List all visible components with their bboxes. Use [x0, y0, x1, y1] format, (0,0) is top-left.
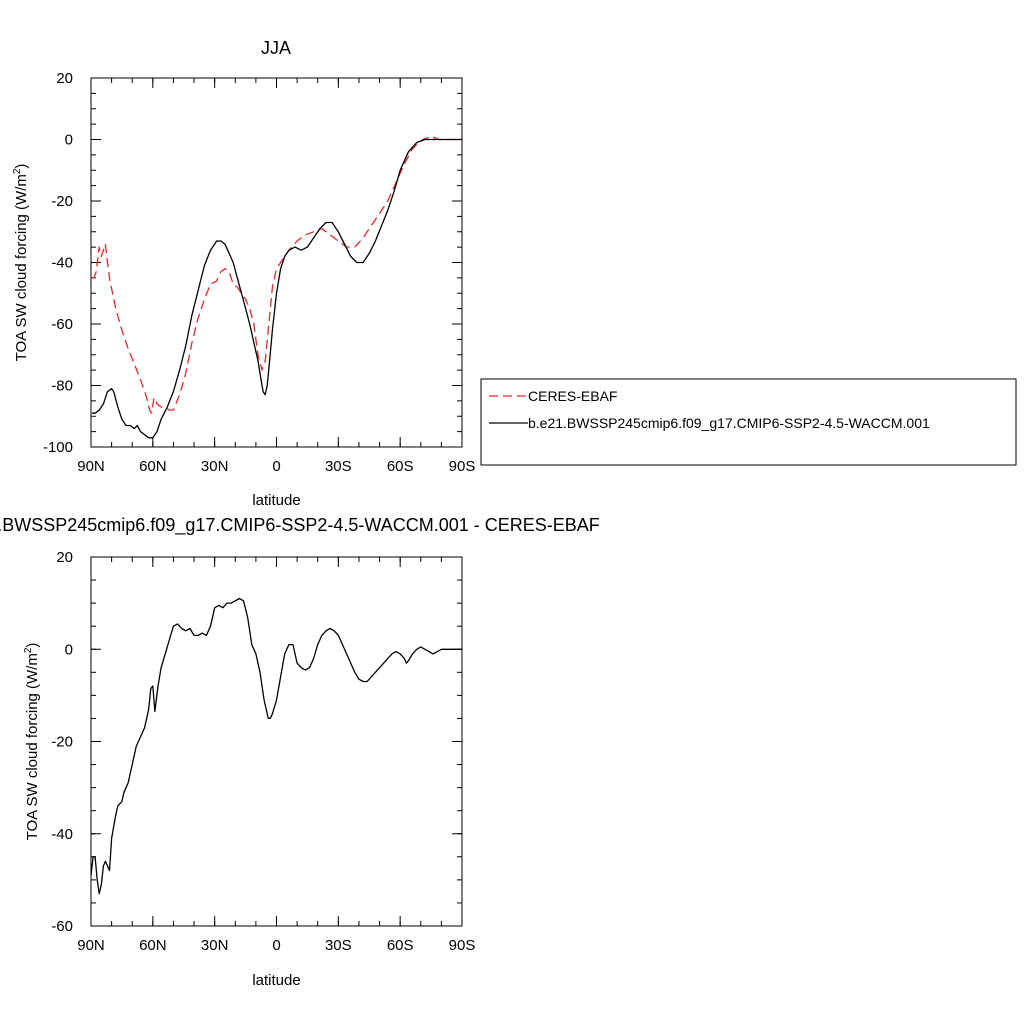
y-tick-label: -40 [51, 826, 73, 843]
y-tick-label: 20 [56, 549, 73, 566]
x-tick-label: 0 [272, 937, 280, 954]
y-tick-label: -20 [51, 734, 73, 751]
y-axis-title-main: TOA SW cloud forcing (W/m [13, 174, 30, 361]
x-tick-label: 90N [77, 937, 105, 954]
x-tick-label: 30S [325, 458, 352, 475]
y-tick-label: -20 [51, 193, 73, 210]
plot-frame [90, 77, 463, 448]
x-tick-label: 90N [77, 458, 105, 475]
y-axis-title: TOA SW cloud forcing (W/m2) [12, 164, 30, 362]
x-tick-label: 30S [325, 937, 352, 954]
chart-title: b.e21.BWSSP245cmip6.f09_g17.CMIP6-SSP2-4… [0, 515, 600, 536]
x-tick-label: 90S [449, 458, 476, 475]
legend-entry: b.e21.BWSSP245cmip6.f09_g17.CMIP6-SSP2-4… [528, 415, 930, 431]
x-tick-label: 60S [387, 458, 414, 475]
chart-title: JJA [261, 38, 291, 58]
y-tick-label: -40 [51, 255, 73, 272]
x-tick-label: 30N [201, 458, 229, 475]
y-axis-title-main: TOA SW cloud forcing (W/m [24, 653, 41, 840]
y-tick-label: -60 [51, 918, 73, 935]
y-tick-label: 0 [65, 132, 73, 149]
series-line-ceres-ebaf [92, 135, 462, 414]
x-tick-label: 60N [139, 458, 167, 475]
y-tick-label: -100 [43, 439, 73, 456]
series-line-model [92, 138, 462, 439]
panel-jja: JJA 90N 60N 30N 0 30S 60S 90S 20 0 -20 -40 -60 -80 -10… [12, 38, 1017, 509]
plot-frame [90, 556, 463, 927]
y-tick-label: -80 [51, 378, 73, 395]
x-tick-label: 30N [201, 937, 229, 954]
y-axis-title-close: ) [24, 643, 41, 648]
x-tick-label: 90S [449, 937, 476, 954]
x-tick-label: 60N [139, 937, 167, 954]
x-axis-title: latitude [252, 492, 300, 509]
y-axis-title-superscript: 2 [23, 647, 34, 653]
y-tick-label: 0 [65, 641, 73, 658]
x-tick-label: 0 [272, 458, 280, 475]
series-line-difference [91, 597, 462, 895]
y-axis-title-superscript: 2 [12, 168, 23, 174]
legend-entry: CERES-EBAF [528, 388, 617, 404]
x-tick-label: 60S [387, 937, 414, 954]
y-axis-title-close: ) [13, 164, 30, 169]
legend-box [480, 378, 1017, 466]
y-tick-label: 20 [56, 70, 73, 87]
y-axis-title: TOA SW cloud forcing (W/m2) [23, 643, 41, 841]
y-tick-label: -60 [51, 316, 73, 333]
panel-difference: b.e21.BWSSP245cmip6.f09_g17.CMIP6-SSP2-4… [0, 515, 600, 989]
x-axis-title: latitude [252, 972, 300, 989]
